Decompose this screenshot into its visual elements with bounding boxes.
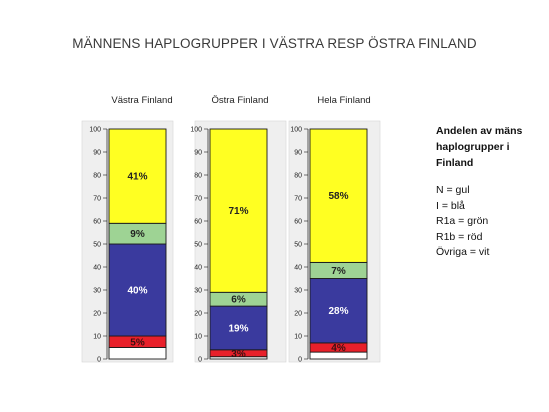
y-tick-label: 20 <box>294 311 302 318</box>
y-tick-label: 40 <box>194 265 202 272</box>
y-tick-label: 0 <box>97 357 101 364</box>
y-tick-label: 70 <box>294 196 302 203</box>
data-label: 58% <box>328 191 348 202</box>
data-label: 7% <box>331 266 346 277</box>
chart-0: Västra Finland 0 10 20 30 40 50 60 70 80 90 100 5% 40… <box>81 95 174 364</box>
legend-line-i: I = blå <box>436 199 465 212</box>
y-tick-label: 10 <box>194 334 202 341</box>
y-tick-label: 50 <box>93 242 101 249</box>
y-tick-label: 70 <box>93 196 101 203</box>
legend-title: Andelen av mäns haplogrupper i Finland <box>436 125 523 169</box>
y-tick-label: 90 <box>194 150 202 157</box>
y-tick-label: 60 <box>93 219 101 226</box>
y-tick-label: 50 <box>294 242 302 249</box>
data-label: 40% <box>127 286 147 297</box>
bar-segment-n <box>209 128 268 293</box>
legend: Andelen av mäns haplogrupper i Finland N… <box>436 123 546 261</box>
y-tick-label: 50 <box>194 242 202 249</box>
chart-1: Östra Finland 0 10 20 30 40 50 60 70 80 90 100 3% 19%… <box>190 95 287 364</box>
y-tick-label: 0 <box>298 357 302 364</box>
data-label: 71% <box>228 206 248 217</box>
y-tick-label: 10 <box>294 334 302 341</box>
legend-line-r1a: R1a = grön <box>436 215 489 227</box>
data-label: 28% <box>328 306 348 317</box>
y-tick-label: 20 <box>194 311 202 318</box>
data-label: 19% <box>228 323 248 334</box>
y-tick-label: 30 <box>194 288 202 295</box>
chart-title: Hela Finland <box>317 95 370 106</box>
bar-segment-n <box>309 128 368 263</box>
y-tick-label: 60 <box>294 219 302 226</box>
y-tick-label: 60 <box>194 219 202 226</box>
data-label: 5% <box>130 337 145 348</box>
y-tick-label: 70 <box>194 196 202 203</box>
y-tick-label: 20 <box>93 311 101 318</box>
y-tick-label: 0 <box>198 357 202 364</box>
legend-line-r1b: R1b = röd <box>436 230 483 243</box>
data-label: 4% <box>331 343 346 354</box>
y-tick-label: 40 <box>294 265 302 272</box>
bar-segment-ovriga <box>108 347 167 360</box>
chart-title: Östra Finland <box>211 95 268 106</box>
data-label: 41% <box>127 172 147 183</box>
data-label: 6% <box>231 295 246 306</box>
y-tick-label: 80 <box>294 173 302 180</box>
y-tick-label: 40 <box>93 265 101 272</box>
y-tick-label: 80 <box>93 173 101 180</box>
legend-line-n: N = gul <box>436 184 470 196</box>
y-tick-label: 100 <box>190 127 202 134</box>
bar-segment-n <box>108 128 167 224</box>
y-tick-label: 100 <box>89 127 101 134</box>
bar-segment-i <box>209 305 268 351</box>
slide-title: MÄNNENS HAPLOGRUPPER I VÄSTRA RESP ÖSTRA… <box>72 36 477 51</box>
chart-2: Hela Finland 0 10 20 30 40 50 60 70 80 90 100 4% 28% 7… <box>288 95 381 364</box>
y-tick-label: 100 <box>290 127 302 134</box>
y-tick-label: 80 <box>194 173 202 180</box>
bar-segment-i <box>108 243 167 337</box>
legend-line-ovriga: Övriga = vit <box>436 246 490 258</box>
y-tick-label: 90 <box>93 150 101 157</box>
data-label: 3% <box>231 349 246 360</box>
y-tick-label: 10 <box>93 334 101 341</box>
y-tick-label: 30 <box>93 288 101 295</box>
chart-title: Västra Finland <box>111 95 172 106</box>
data-label: 9% <box>130 229 145 240</box>
y-tick-label: 30 <box>294 288 302 295</box>
y-tick-label: 90 <box>294 150 302 157</box>
